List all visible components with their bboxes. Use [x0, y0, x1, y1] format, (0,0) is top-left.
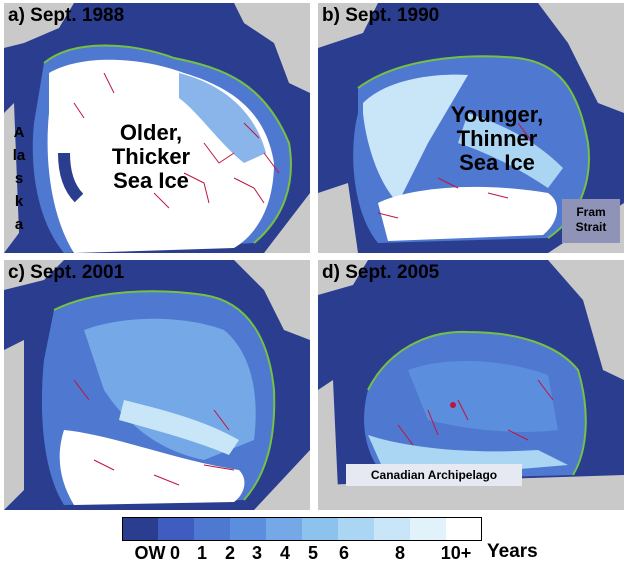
panel-a-title: a) Sept. 1988	[8, 5, 125, 26]
panel-d: d) Sept. 2005 Canadian Archipelago	[318, 260, 624, 510]
legend-units: Years	[487, 541, 538, 562]
alaska-label: Alaska	[12, 124, 26, 233]
legend-swatch	[230, 517, 267, 541]
legend-tick-label: 8	[394, 543, 406, 563]
legend-colorbar	[122, 517, 482, 541]
panel-a: a) Sept. 1988 Older, Thicker Sea Ice Ala…	[4, 3, 310, 253]
legend-tick-label: OW	[134, 543, 166, 563]
fram-strait-label: Fram Strait	[562, 199, 620, 243]
legend-tick-label: 1	[196, 543, 208, 563]
map-b	[318, 3, 624, 253]
legend-tick-label: 0	[169, 543, 181, 563]
legend-tick-label: 4	[279, 543, 291, 563]
legend-tick-label: 2	[224, 543, 236, 563]
legend-swatch	[302, 517, 339, 541]
panel-a-label: Older, Thicker Sea Ice	[111, 120, 191, 193]
legend-swatch	[374, 517, 411, 541]
panel-c: c) Sept. 2001	[4, 260, 310, 510]
legend-swatch	[122, 517, 159, 541]
legend-tick-label: 6	[338, 543, 350, 563]
legend-swatch	[266, 517, 303, 541]
map-c	[4, 260, 310, 510]
legend-swatch	[194, 517, 231, 541]
panel-b: b) Sept. 1990 Younger, Thinner Sea Ice F…	[318, 3, 624, 253]
legend-swatch	[338, 517, 375, 541]
panel-b-title: b) Sept. 1990	[322, 5, 440, 26]
panel-c-title: c) Sept. 2001	[8, 262, 125, 283]
panel-b-label: Younger, Thinner Sea Ice	[450, 102, 544, 175]
panel-d-title: d) Sept. 2005	[322, 262, 440, 283]
canadian-archipelago-label: Canadian Archipelago	[346, 464, 522, 486]
map-a	[4, 3, 310, 253]
legend-swatch	[446, 517, 482, 541]
legend-tick-label: 3	[251, 543, 263, 563]
legend-swatch	[158, 517, 195, 541]
legend-tick-label: 5	[307, 543, 319, 563]
legend-swatch	[410, 517, 447, 541]
legend-tick-label: 10+	[440, 543, 472, 563]
